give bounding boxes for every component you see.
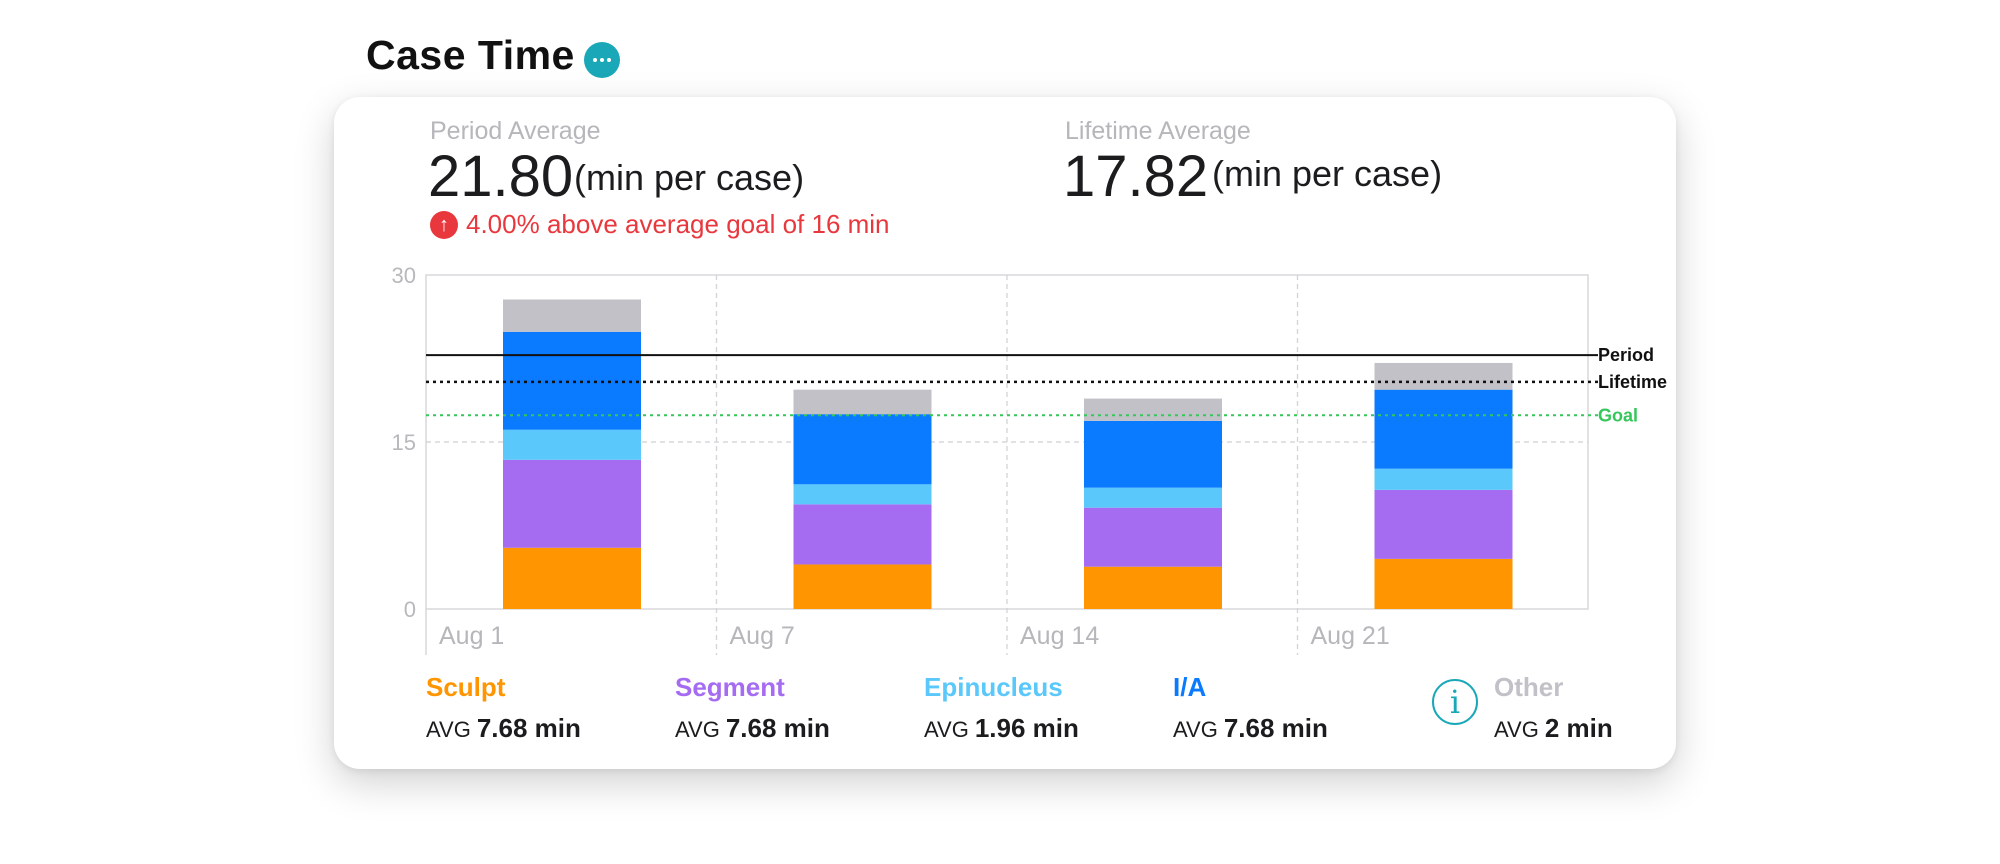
goal-delta-text: 4.00% above average goal of 16 min <box>466 209 890 239</box>
legend-avg: AVG 7.68 min <box>675 713 830 744</box>
legend-name: Epinucleus <box>924 672 1063 702</box>
bar-epinucleus <box>1084 487 1222 508</box>
bar-segment <box>503 459 641 548</box>
bar-segment <box>793 504 932 565</box>
avg-label: AVG <box>675 717 720 742</box>
bar-sculpt <box>1084 566 1222 609</box>
bar-ia <box>1374 389 1513 469</box>
legend-avg: AVG 7.68 min <box>426 713 581 744</box>
legend-avg: AVG 1.96 min <box>924 713 1079 744</box>
lifetime-average-unit: (min per case) <box>1212 153 1443 194</box>
legend-item-segment[interactable]: Segment AVG 7.68 min <box>675 672 830 744</box>
x-tick-label: Aug 21 <box>1311 622 1390 650</box>
legend-name: I/A <box>1173 672 1207 702</box>
period-average-label: Period Average <box>430 117 601 145</box>
bar-segment <box>1374 489 1513 559</box>
arrow-up-circle-icon: ↑ <box>430 210 458 239</box>
avg-value: 7.68 min <box>725 713 830 743</box>
legend-avg: AVG 7.68 min <box>1173 713 1328 744</box>
case-time-card: Period Average 21.80 (min per case) ↑ 4.… <box>334 97 1676 769</box>
lifetime-average-value: 17.82 <box>1063 144 1209 209</box>
bar-other <box>1084 398 1222 421</box>
avg-value: 1.96 min <box>974 713 1079 743</box>
legend-item-other[interactable]: Other AVG 2 min <box>1494 672 1613 744</box>
ellipsis-circle-icon[interactable] <box>584 42 620 78</box>
legend-name: Segment <box>675 672 785 702</box>
avg-label: AVG <box>1494 717 1539 742</box>
avg-label: AVG <box>1173 717 1218 742</box>
avg-value: 7.68 min <box>1223 713 1328 743</box>
y-tick-label: 0 <box>404 597 416 622</box>
lifetime-average-label: Lifetime Average <box>1065 117 1251 145</box>
bar-epinucleus <box>1374 468 1513 490</box>
bar-ia <box>503 331 641 430</box>
avg-label: AVG <box>426 717 471 742</box>
bar-ia <box>1084 420 1222 488</box>
page-title: Case Time <box>366 32 575 78</box>
legend-avg: AVG 2 min <box>1494 713 1613 744</box>
y-tick-label: 15 <box>392 430 416 455</box>
period-average-unit: (min per case) <box>574 157 805 198</box>
bar-epinucleus <box>793 484 932 505</box>
reference-label-goal: Goal <box>1598 405 1638 425</box>
avg-value: 7.68 min <box>476 713 581 743</box>
bar-sculpt <box>793 564 932 609</box>
bar-ia <box>793 414 932 485</box>
legend-name: Sculpt <box>426 672 506 702</box>
info-icon[interactable]: i <box>1432 679 1478 725</box>
case-time-chart: 0 15 30 Aug 1 Aug 7 Aug 14 Aug 21 Period Lifetim… <box>392 263 1667 655</box>
bar-other <box>793 389 932 415</box>
period-average-value: 21.80 <box>428 144 574 209</box>
legend-item-sculpt[interactable]: Sculpt AVG 7.68 min <box>426 672 581 744</box>
x-tick-label: Aug 1 <box>439 622 504 650</box>
x-tick-label: Aug 14 <box>1020 622 1099 650</box>
bar-sculpt <box>503 547 641 609</box>
reference-label-lifetime: Lifetime <box>1598 372 1667 392</box>
bar-other <box>1374 362 1513 390</box>
bar-segment <box>1084 507 1222 567</box>
legend-name: Other <box>1494 672 1564 702</box>
y-tick-label: 30 <box>392 263 416 288</box>
bar-sculpt <box>1374 558 1513 609</box>
legend-item-epinucleus[interactable]: Epinucleus AVG 1.96 min <box>924 672 1079 744</box>
legend-item-ia[interactable]: I/A AVG 7.68 min <box>1173 672 1328 744</box>
bar-epinucleus <box>503 429 641 460</box>
goal-delta: ↑ 4.00% above average goal of 16 min <box>430 209 890 240</box>
reference-label-period: Period <box>1598 345 1654 365</box>
bar-other <box>503 299 641 332</box>
avg-label: AVG <box>924 717 969 742</box>
avg-value: 2 min <box>1544 713 1613 743</box>
x-tick-label: Aug 7 <box>730 622 795 650</box>
